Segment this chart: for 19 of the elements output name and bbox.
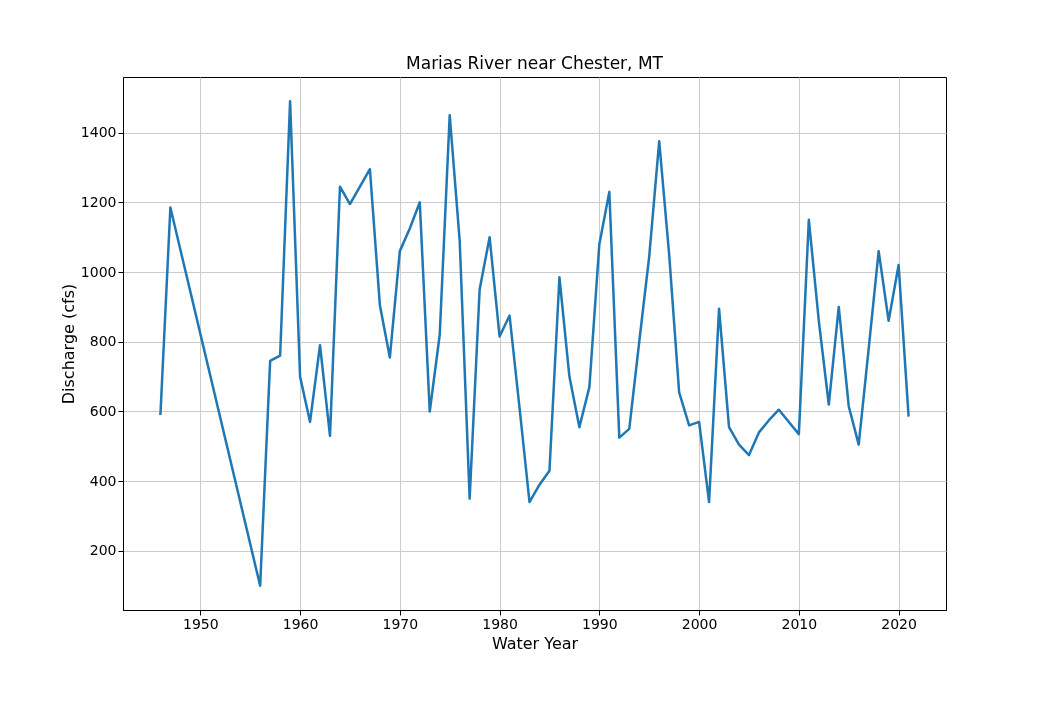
x-tick-label: 1950 <box>182 615 219 632</box>
x-tick-label: 1990 <box>582 615 618 632</box>
y-tick-label: 800 <box>89 333 117 350</box>
y-tick-label: 1400 <box>80 124 117 141</box>
y-axis-title: Discharge (cfs) <box>58 283 78 405</box>
x-tick-label: 2010 <box>781 615 818 632</box>
y-tick-label: 1000 <box>80 263 117 280</box>
chart-title: Marias River near Chester, MT <box>406 53 664 73</box>
y-tick-label: 1200 <box>80 193 117 210</box>
y-tick-label: 600 <box>89 402 117 419</box>
line-series <box>159 99 910 588</box>
y-tick-label: 200 <box>89 542 117 559</box>
x-tick-label: 2000 <box>681 615 718 632</box>
x-tick-label: 1980 <box>482 615 518 632</box>
x-axis-title: Water Year <box>491 633 579 653</box>
x-tick-label: 1970 <box>382 615 419 632</box>
x-tick-label: 1960 <box>282 615 319 632</box>
x-tick-label: 2020 <box>881 615 917 632</box>
y-tick-label: 400 <box>89 472 117 489</box>
